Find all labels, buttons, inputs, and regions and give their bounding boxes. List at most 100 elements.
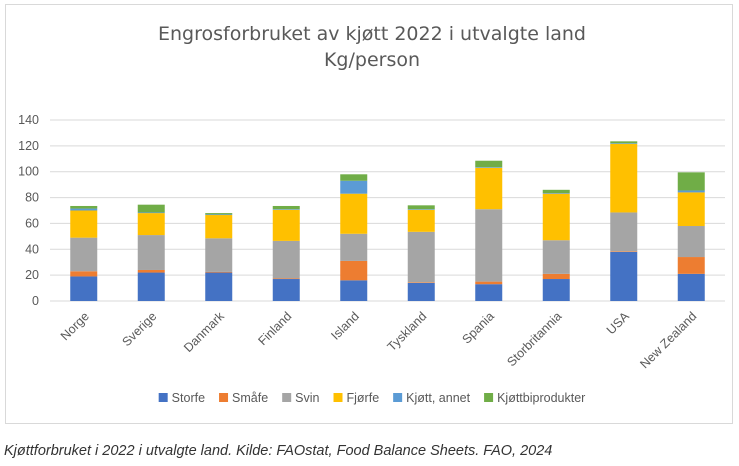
y-tick-label: 20	[25, 268, 39, 282]
bar-segment	[137, 269, 165, 273]
y-tick-label: 0	[32, 294, 39, 308]
legend-label: Småfe	[232, 391, 268, 405]
y-tick-label: 100	[18, 165, 39, 179]
y-tick-label: 80	[25, 191, 39, 205]
bar-segment	[137, 235, 165, 270]
bar-segment	[340, 260, 368, 281]
bar-segment	[205, 271, 233, 273]
y-axis: 0 20 40 60 80 100 120 140	[18, 113, 39, 308]
bar-segment	[610, 251, 638, 252]
bar-segment	[677, 257, 705, 274]
bar-segment	[542, 240, 570, 274]
x-tick-label: Storbritannia	[504, 309, 564, 369]
x-tick-label: Norge	[58, 309, 92, 343]
legend-swatch	[282, 393, 292, 402]
y-tick-label: 120	[18, 139, 39, 153]
legend-label: Svin	[295, 391, 319, 405]
bar-segment	[272, 209, 300, 241]
bar-segment	[610, 143, 638, 144]
y-tick-label: 140	[18, 113, 39, 127]
bar-segment	[407, 282, 435, 301]
legend-swatch	[484, 393, 494, 402]
bar-segment	[272, 209, 300, 210]
figure-caption: Kjøttforbruket i 2022 i utvalgte land. K…	[4, 443, 553, 459]
bar-segment	[677, 190, 705, 193]
bar-segment	[70, 276, 98, 301]
bar-segment	[70, 271, 98, 277]
legend-swatch	[219, 393, 229, 402]
bar-segment	[137, 272, 165, 301]
bar-segment	[70, 210, 98, 238]
bar-segment	[272, 240, 300, 279]
legend-item: Svin	[282, 391, 320, 405]
bar-segment	[475, 160, 503, 168]
legend: Storfe Småfe Svin Fjørfe Kjøtt, annet Kjøttbi…	[158, 391, 585, 405]
y-tick-label: 60	[25, 216, 39, 230]
bar-segment	[677, 192, 705, 227]
bar-segment	[340, 193, 368, 234]
x-tick-label: USA	[604, 309, 633, 338]
bar-segment	[70, 237, 98, 272]
bar-segment	[542, 193, 570, 194]
bar-segment	[137, 212, 165, 214]
legend-swatch	[333, 393, 343, 402]
bar-segment	[407, 205, 435, 210]
x-tick-label: New Zealand	[637, 309, 699, 371]
x-tick-label: Island	[328, 309, 362, 343]
bar-segment	[340, 280, 368, 301]
chart-title: Engrosforbruket av kjøtt 2022 i utvalgte…	[158, 23, 586, 45]
bar-segment	[610, 212, 638, 252]
bar-segment	[340, 180, 368, 194]
bar-segment	[475, 281, 503, 285]
bar-segment	[677, 172, 705, 191]
legend-label: Fjørfe	[347, 391, 380, 405]
chart-subtitle: Kg/person	[324, 49, 420, 71]
bar-segment	[205, 214, 233, 216]
bar-segment	[610, 143, 638, 213]
chart-frame: Engrosforbruket av kjøtt 2022 i utvalgte…	[5, 4, 733, 424]
bar-segment	[407, 209, 435, 210]
x-tick-label: Danmark	[181, 309, 227, 355]
bar-segment	[205, 272, 233, 301]
bar-segment	[677, 273, 705, 301]
bar-segment	[205, 238, 233, 272]
bar-segment	[542, 273, 570, 280]
x-axis: Norge Sverige Danmark Finland Island Tyskland…	[58, 309, 700, 372]
bar-segment	[610, 141, 638, 144]
bar-segment	[407, 231, 435, 283]
bar-segment	[542, 189, 570, 194]
bar-segment	[475, 167, 503, 210]
bar-segment	[475, 284, 503, 301]
bar-segment	[205, 215, 233, 239]
bars	[70, 141, 705, 301]
stacked-bar-chart: Engrosforbruket av kjøtt 2022 i utvalgte…	[18, 23, 725, 405]
legend-swatch	[393, 393, 403, 402]
bar-segment	[137, 213, 165, 236]
x-tick-label: Spania	[459, 309, 496, 346]
legend-item: Fjørfe	[333, 391, 380, 405]
bar-segment	[677, 226, 705, 258]
legend-item: Kjøttbiprodukter	[484, 391, 585, 405]
bar-segment	[475, 167, 503, 168]
bar-segment	[542, 279, 570, 301]
legend-swatch	[158, 393, 168, 402]
bar-segment	[542, 193, 570, 241]
bar-segment	[610, 251, 638, 301]
bar-segment	[407, 209, 435, 232]
y-tick-label: 40	[25, 242, 39, 256]
bar-segment	[340, 174, 368, 181]
legend-label: Kjøttbiprodukter	[497, 391, 585, 405]
bar-segment	[70, 208, 98, 211]
legend-label: Kjøtt, annet	[406, 391, 470, 405]
x-tick-label: Sverige	[119, 309, 159, 349]
x-tick-label: Finland	[255, 309, 294, 348]
bar-segment	[272, 278, 300, 280]
legend-label: Storfe	[172, 391, 205, 405]
bar-segment	[475, 209, 503, 282]
x-tick-label: Tyskland	[385, 309, 430, 354]
legend-item: Kjøtt, annet	[393, 391, 471, 405]
bar-segment	[407, 282, 435, 283]
bar-segment	[272, 279, 300, 301]
bar-segment	[340, 233, 368, 261]
legend-item: Storfe	[158, 391, 205, 405]
